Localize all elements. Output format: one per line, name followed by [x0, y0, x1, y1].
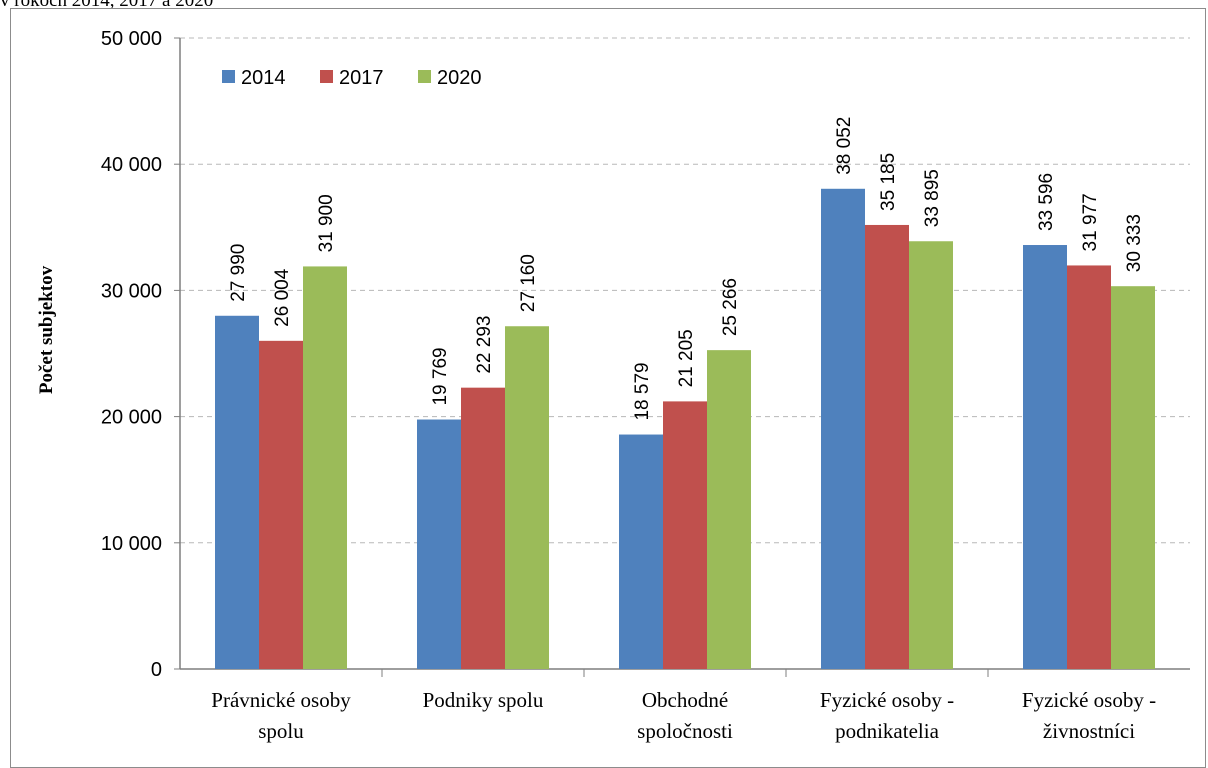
legend-swatch-2020	[418, 70, 431, 83]
bar-2014	[417, 419, 461, 669]
x-category-label: Právnické osoby	[211, 688, 351, 712]
data-label: 35 185	[878, 153, 899, 211]
data-label: 21 205	[676, 329, 697, 387]
bar-2020	[505, 326, 549, 669]
y-tick-label: 0	[151, 659, 162, 681]
bar-2017	[461, 387, 505, 669]
data-label: 30 333	[1124, 214, 1145, 272]
bar-2020	[707, 350, 751, 669]
bar-2020	[1111, 286, 1155, 669]
data-label: 31 900	[316, 194, 337, 252]
x-category-label: Fyzické osoby -	[1022, 688, 1156, 712]
bar-2017	[663, 401, 707, 669]
data-label: 25 266	[720, 278, 741, 336]
data-label: 27 160	[518, 254, 539, 312]
data-label: 33 895	[922, 169, 943, 227]
bar-2014	[619, 434, 663, 669]
bar-2014	[1023, 245, 1067, 669]
data-label: 19 769	[430, 347, 451, 405]
x-category-label: Fyzické osoby -	[820, 688, 954, 712]
legend-swatch-2017	[320, 70, 333, 83]
x-category-label: podnikatelia	[835, 719, 939, 743]
bar-2017	[1067, 265, 1111, 669]
y-tick-label: 20 000	[101, 407, 162, 429]
bar-2020	[909, 241, 953, 669]
x-category-label: spoločnosti	[637, 719, 733, 743]
legend-swatch-2014	[222, 70, 235, 83]
x-category-label: Obchodné	[642, 688, 728, 712]
y-axis-label: Počet subjektov	[36, 265, 57, 394]
legend-label: 2017	[339, 67, 384, 89]
legend-label: 2014	[241, 67, 286, 89]
data-label: 38 052	[834, 117, 855, 175]
y-tick-label: 10 000	[101, 533, 162, 555]
bar-2017	[259, 340, 303, 669]
bar-2014	[215, 315, 259, 669]
y-tick-label: 30 000	[101, 280, 162, 302]
data-label: 26 004	[272, 268, 293, 327]
x-category-label: spolu	[258, 719, 304, 743]
x-category-label: Podniky spolu	[423, 688, 544, 712]
y-tick-label: 40 000	[101, 154, 162, 176]
data-label: 27 990	[228, 244, 249, 302]
data-label: 18 579	[632, 362, 653, 420]
chart-caption: v rokoch 2014, 2017 a 2020	[0, 0, 214, 11]
legend-label: 2020	[437, 67, 482, 89]
data-label: 22 293	[474, 316, 495, 374]
data-label: 31 977	[1080, 193, 1101, 251]
data-label: 33 596	[1036, 173, 1057, 231]
bar-2017	[865, 224, 909, 669]
bar-2014	[821, 188, 865, 669]
bar-2020	[303, 266, 347, 669]
x-category-label: živnostníci	[1043, 719, 1135, 743]
y-tick-label: 50 000	[101, 28, 162, 50]
